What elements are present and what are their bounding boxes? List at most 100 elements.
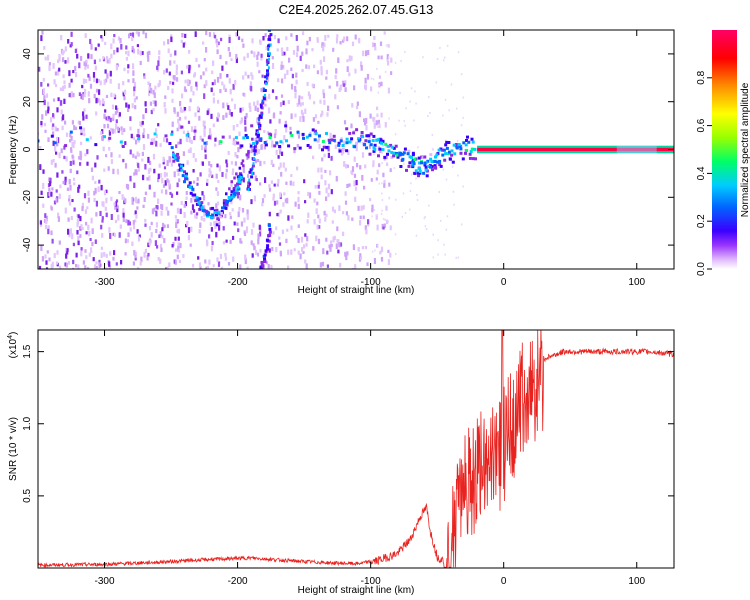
noise-mark <box>94 47 97 51</box>
noise-mark <box>148 225 152 231</box>
noise-mark <box>265 261 268 265</box>
noise-mark <box>147 242 150 248</box>
noise-mark <box>163 137 166 143</box>
track-mark <box>411 160 415 164</box>
noise-mark <box>90 54 93 60</box>
noise-mark <box>40 222 43 227</box>
noise-mark <box>153 191 156 198</box>
noise-mark <box>308 36 311 42</box>
noise-mark <box>41 114 44 120</box>
noise-mark <box>351 170 354 176</box>
noise-mark <box>40 35 43 42</box>
track-mark <box>408 161 412 165</box>
noise-mark <box>324 35 327 41</box>
track-mark <box>252 141 256 145</box>
track-mark <box>211 206 215 210</box>
noise-mark <box>187 149 190 154</box>
noise-mark <box>85 60 88 67</box>
noise-mark <box>254 105 257 111</box>
noise-mark <box>174 50 177 56</box>
noise-mark <box>201 138 204 142</box>
noise-mark <box>302 31 305 36</box>
noise-mark <box>188 68 191 74</box>
noise-mark <box>117 83 120 90</box>
track-mark <box>450 153 454 157</box>
noise-mark <box>125 45 128 50</box>
noise-mark <box>147 81 150 86</box>
y-tick-label: 40 <box>22 48 33 60</box>
noise-mark <box>237 147 240 153</box>
noise-mark <box>239 194 242 201</box>
track-mark <box>258 118 261 122</box>
noise-mark <box>64 262 67 267</box>
noise-mark <box>395 198 397 201</box>
noise-mark <box>104 41 107 46</box>
noise-mark <box>237 211 240 218</box>
noise-mark <box>105 154 108 158</box>
noise-mark <box>252 243 255 247</box>
noise-mark <box>304 108 307 114</box>
track-mark <box>254 144 257 148</box>
noise-mark <box>346 66 349 72</box>
noise-mark <box>124 89 127 95</box>
noise-mark <box>311 83 314 88</box>
noise-mark <box>377 91 380 94</box>
noise-mark <box>48 187 51 192</box>
noise-mark <box>175 70 178 75</box>
noise-mark <box>330 155 333 161</box>
noise-mark <box>335 68 338 74</box>
noise-mark <box>401 215 403 218</box>
track-mark <box>465 139 468 142</box>
track-mark <box>318 134 321 138</box>
track-mark <box>261 264 265 268</box>
noise-mark <box>75 252 78 258</box>
noise-mark <box>354 196 357 202</box>
track-mark <box>429 157 433 161</box>
snr-y-label: SNR (10 * v/v) <box>8 417 19 481</box>
noise-mark <box>161 235 164 239</box>
noise-mark <box>196 177 199 181</box>
noise-mark <box>43 99 46 106</box>
track-mark <box>119 140 123 144</box>
noise-mark <box>79 215 82 222</box>
noise-mark <box>175 218 178 223</box>
noise-mark <box>428 204 430 207</box>
noise-mark <box>105 94 109 99</box>
noise-mark <box>197 256 200 260</box>
noise-mark <box>241 38 244 43</box>
noise-mark <box>42 169 45 174</box>
noise-mark <box>135 200 138 204</box>
noise-mark <box>70 149 73 153</box>
noise-mark <box>241 208 245 213</box>
noise-mark <box>90 167 94 172</box>
noise-mark <box>90 43 93 50</box>
noise-mark <box>295 35 298 41</box>
noise-mark <box>51 238 54 244</box>
noise-mark <box>65 132 69 137</box>
noise-mark <box>377 55 380 60</box>
noise-mark <box>133 250 136 256</box>
track-mark <box>268 57 271 61</box>
noise-mark <box>244 119 247 125</box>
noise-mark <box>279 111 282 115</box>
noise-mark <box>76 230 79 235</box>
noise-mark <box>273 35 276 40</box>
noise-mark <box>332 47 335 52</box>
noise-mark <box>224 256 228 261</box>
track-mark <box>248 178 251 182</box>
noise-mark <box>72 70 75 74</box>
noise-mark <box>219 253 222 260</box>
noise-mark <box>206 265 209 269</box>
noise-mark <box>457 174 459 177</box>
noise-mark <box>156 245 159 249</box>
noise-mark <box>236 222 239 226</box>
track-mark <box>230 180 233 184</box>
track-mark <box>345 149 349 153</box>
noise-mark <box>282 100 285 106</box>
noise-mark <box>134 139 138 145</box>
track-mark <box>239 176 243 179</box>
noise-mark <box>89 136 92 140</box>
noise-mark <box>307 191 310 197</box>
noise-mark <box>70 147 73 151</box>
noise-mark <box>109 70 112 77</box>
